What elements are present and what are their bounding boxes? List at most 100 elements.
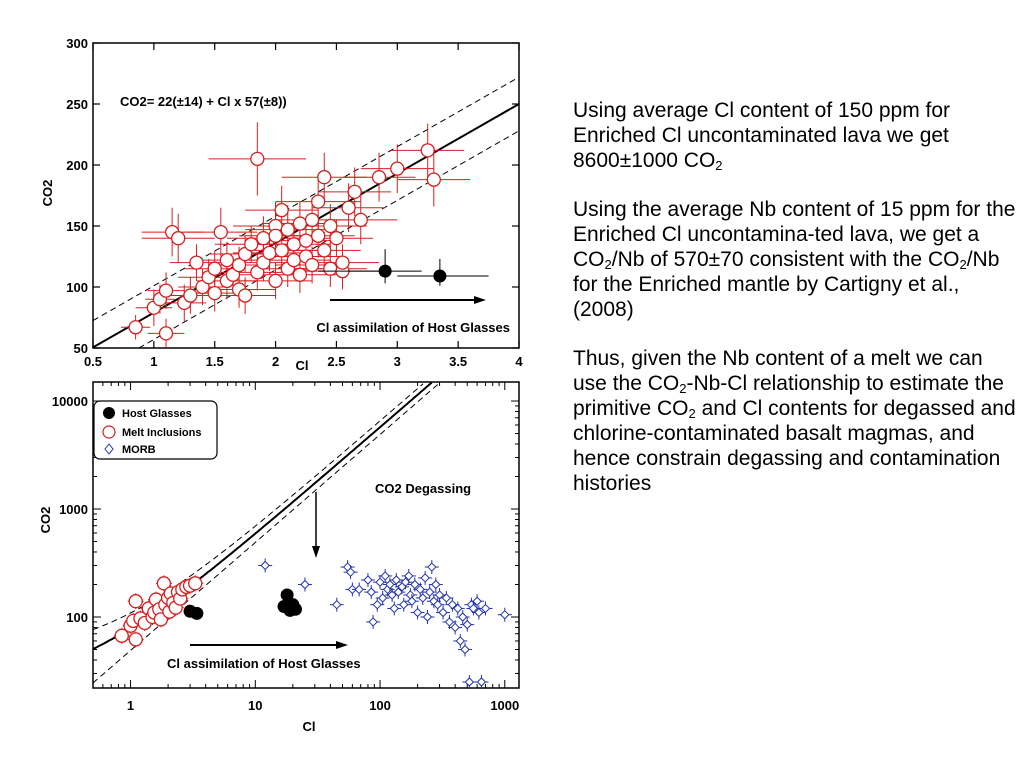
melt-inclusion-point xyxy=(128,594,143,609)
melt-inclusion-point xyxy=(114,628,129,643)
melt-inclusion-point xyxy=(298,233,314,248)
morb-point xyxy=(391,575,402,585)
top-x-tick-label: 0.5 xyxy=(84,354,102,369)
morb-point xyxy=(438,607,448,618)
melt-inclusion-point xyxy=(268,273,283,289)
top-fit-band-lower xyxy=(138,130,520,349)
top-y-tick-label: 50 xyxy=(74,341,88,356)
host-glass-point xyxy=(378,264,392,278)
morb-point xyxy=(410,579,420,590)
morb-point xyxy=(476,677,487,687)
legend-box xyxy=(93,400,218,460)
melt-inclusion-point xyxy=(158,283,174,298)
bottom-axis-ticks: 1 10 100 1000 100 1000 10000 xyxy=(52,382,519,713)
melt-inclusion-point xyxy=(311,228,326,243)
morb-point xyxy=(345,567,356,577)
paragraph-1: Using average Cl content of 150 ppm for … xyxy=(573,98,1018,173)
melt-inclusion-point xyxy=(207,285,222,301)
top-x-tick-label: 2.5 xyxy=(327,354,345,369)
p1-text: Using average Cl content of 150 ppm for … xyxy=(573,99,951,172)
morb-point xyxy=(412,607,423,618)
bottom-x-axis-label: Cl xyxy=(303,719,316,734)
top-chart: 0.5 1 1.5 2 2.5 3 3.5 4 50 100 150 200 250 300 CO2= 2… xyxy=(40,36,523,373)
top-points xyxy=(120,122,489,348)
top-equation: CO2= 22(±14) + Cl x 57(±8)) xyxy=(120,94,287,109)
morb-point xyxy=(472,596,482,606)
morb-point xyxy=(260,560,270,571)
degassing-label: CO2 Degassing xyxy=(375,481,471,496)
morb-point xyxy=(363,575,373,585)
top-x-axis-label: Cl xyxy=(296,358,309,373)
bottom-y-tick-label: 1000 xyxy=(59,502,88,517)
morb-point xyxy=(366,587,376,597)
bottom-chart: 1 10 100 1000 100 1000 10000 CO2 Degassing Cl … xyxy=(38,381,520,734)
melt-inclusion-point xyxy=(244,237,259,252)
bottom-points xyxy=(113,558,512,690)
p2-text-a: Using the average Nb content of 15 ppm f… xyxy=(573,198,1016,271)
morb-point xyxy=(385,579,395,590)
melt-inclusion-point xyxy=(426,172,441,187)
morb-point xyxy=(405,590,416,600)
morb-point xyxy=(377,593,388,603)
morb-point xyxy=(393,587,403,597)
melt-inclusion-point xyxy=(231,257,247,273)
bottom-x-tick-label: 10 xyxy=(248,698,262,713)
morb-point xyxy=(500,609,510,620)
morb-point xyxy=(458,612,468,622)
melt-inclusion-point xyxy=(371,170,387,185)
morb-point xyxy=(418,593,428,603)
morb-point xyxy=(480,603,491,614)
legend-host-label: Host Glasses xyxy=(122,408,192,420)
morb-point xyxy=(444,617,455,627)
legend-melt-marker xyxy=(102,425,116,439)
morb-point xyxy=(375,577,385,587)
morb-point xyxy=(441,593,452,603)
p2-sub-1: 2 xyxy=(604,257,612,272)
top-y-axis-label: CO2 xyxy=(40,180,55,207)
p3-text-a: Thus, given the Nb content of a melt we … xyxy=(573,347,983,395)
bottom-arrow-label: Cl assimilation of Host Glasses xyxy=(167,656,361,671)
melt-inclusion-point xyxy=(237,288,253,303)
melt-inclusion-point xyxy=(341,200,356,215)
morb-point xyxy=(424,587,435,597)
top-x-tick-label: 3 xyxy=(394,354,401,369)
morb-point xyxy=(399,599,409,610)
paragraph-2: Using the average Nb content of 15 ppm f… xyxy=(573,197,1018,322)
top-y-tick-label: 150 xyxy=(66,219,88,234)
top-x-tick-label: 2 xyxy=(272,354,279,369)
melt-inclusion-point xyxy=(323,261,338,276)
bottom-assimilation-arrowhead xyxy=(336,641,348,649)
morb-point xyxy=(332,599,342,610)
legend: Host Glasses Melt Inclusions MORB xyxy=(93,400,218,460)
p3-sub-2: 2 xyxy=(688,406,696,421)
morb-point xyxy=(427,562,437,572)
bottom-plot-frame xyxy=(92,381,520,689)
melt-inclusion-point xyxy=(292,267,308,282)
melt-inclusion-point xyxy=(262,245,277,260)
melt-inclusion-point xyxy=(158,326,174,341)
morb-point xyxy=(300,579,310,590)
degassing-arrowhead xyxy=(312,546,320,558)
morb-point xyxy=(400,577,411,587)
paragraph-3: Thus, given the Nb content of a melt we … xyxy=(573,346,1018,496)
morb-point xyxy=(372,599,382,610)
bottom-fit-band-lower xyxy=(92,382,441,684)
morb-point xyxy=(464,677,475,687)
top-x-tick-label: 4 xyxy=(515,354,523,369)
host-glass-point xyxy=(288,602,302,616)
melt-inclusion-point xyxy=(323,218,338,234)
top-arrow-label: Cl assimilation of Host Glasses xyxy=(316,320,510,335)
morb-point xyxy=(389,603,399,614)
p3-text-b: -Nb-Cl relationship to estimate the prim… xyxy=(573,372,1004,420)
melt-inclusion-point xyxy=(189,255,204,270)
p2-text-c: /Nb for the Enriched mantle by Cartigny … xyxy=(573,248,1000,321)
melt-inclusion-point xyxy=(250,151,265,167)
melt-inclusion-point xyxy=(188,576,203,591)
top-x-tick-label: 1.5 xyxy=(206,354,224,369)
morb-point xyxy=(431,579,441,590)
melt-inclusion-point xyxy=(219,253,235,268)
p1-sub: 2 xyxy=(715,158,723,173)
top-plot-frame xyxy=(92,42,520,349)
p3-sub-1: 2 xyxy=(679,381,687,396)
